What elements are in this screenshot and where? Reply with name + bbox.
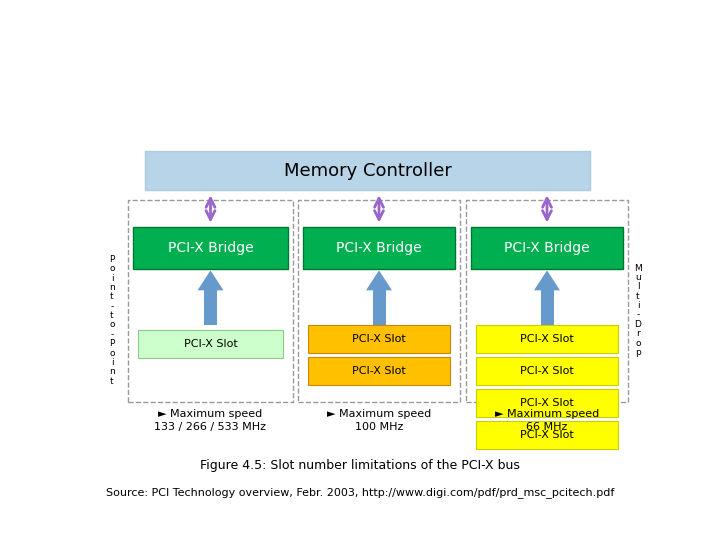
Bar bbox=[303, 227, 455, 269]
Text: ► Maximum speed
133 / 266 / 533 MHz: ► Maximum speed 133 / 266 / 533 MHz bbox=[155, 409, 266, 432]
Text: Source: PCI Technology overview, Febr. 2003, http://www.digi.com/pdf/prd_msc_pci: Source: PCI Technology overview, Febr. 2… bbox=[106, 487, 614, 497]
Bar bbox=[476, 325, 618, 353]
Text: PCI-X Slot: PCI-X Slot bbox=[520, 366, 574, 376]
Polygon shape bbox=[534, 271, 560, 291]
Text: Memory Controller: Memory Controller bbox=[284, 161, 451, 179]
Text: ► Maximum speed
100 MHz: ► Maximum speed 100 MHz bbox=[327, 409, 431, 432]
Text: ► Maximum speed
66 MHz: ► Maximum speed 66 MHz bbox=[495, 409, 599, 432]
Bar bbox=[298, 200, 460, 402]
Bar bbox=[476, 389, 618, 417]
Bar bbox=[372, 291, 385, 325]
Bar bbox=[145, 151, 590, 191]
Polygon shape bbox=[366, 271, 392, 291]
Text: PCI-X Slot: PCI-X Slot bbox=[520, 430, 574, 440]
Text: PCI-X Bridge: PCI-X Bridge bbox=[168, 241, 253, 255]
Bar bbox=[138, 330, 283, 358]
Bar bbox=[541, 291, 554, 325]
Text: PCI-X Slot: PCI-X Slot bbox=[184, 339, 238, 349]
Text: P
o
i
n
t
-
t
o
-
P
o
i
n
t: P o i n t - t o - P o i n t bbox=[109, 255, 115, 386]
Text: PCI-X Slot: PCI-X Slot bbox=[352, 334, 406, 345]
Text: 4. Bus innovations introduced into Intel’s P4 chipsets (5): 4. Bus innovations introduced into Intel… bbox=[11, 15, 720, 35]
Bar bbox=[308, 325, 450, 353]
Bar bbox=[471, 227, 623, 269]
Text: M
u
l
t
i
-
D
r
o
p: M u l t i - D r o p bbox=[634, 264, 642, 357]
Polygon shape bbox=[197, 271, 223, 291]
Bar bbox=[128, 200, 293, 402]
Text: PCI-X Slot: PCI-X Slot bbox=[520, 334, 574, 345]
Bar bbox=[466, 200, 628, 402]
Bar bbox=[308, 357, 450, 385]
Bar bbox=[476, 357, 618, 385]
Text: PCI-X Bridge: PCI-X Bridge bbox=[504, 241, 590, 255]
Bar bbox=[133, 227, 288, 269]
Bar bbox=[204, 291, 217, 325]
Text: Figure 4.5: Slot number limitations of the PCI-X bus: Figure 4.5: Slot number limitations of t… bbox=[200, 458, 520, 471]
Text: PCI-X Bridge: PCI-X Bridge bbox=[336, 241, 422, 255]
Text: PCI-X Slot: PCI-X Slot bbox=[352, 366, 406, 376]
Text: PCI-X Slot: PCI-X Slot bbox=[520, 398, 574, 408]
Bar bbox=[476, 421, 618, 449]
